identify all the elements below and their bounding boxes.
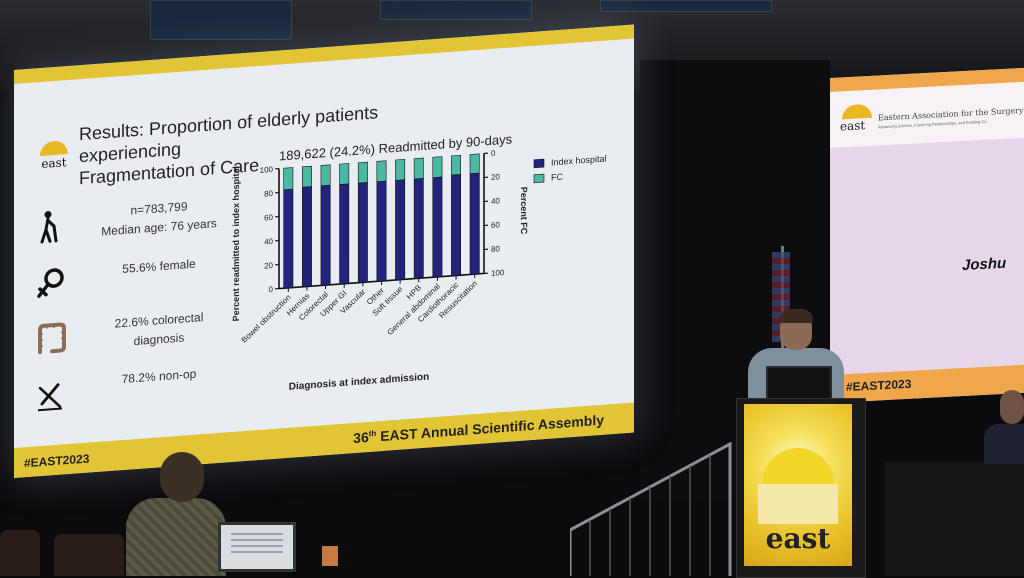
no-scalpel-icon — [34, 376, 68, 412]
right-projection-screen: east Eastern Association for the Surgery… — [830, 68, 1024, 403]
footer-hashtag: #EAST2023 — [846, 377, 911, 394]
y2-tick-label: 60 — [491, 220, 500, 230]
bar-index-hospital — [470, 173, 479, 274]
panelist-head — [1000, 390, 1024, 424]
stat-row-cohort: n=783,799 Median age: 76 years — [34, 192, 234, 257]
audience-chair — [54, 534, 124, 576]
stacked-bar-chart: 189,622 (24.2%) Readmitted by 90-days 02… — [219, 123, 629, 403]
sun-icon — [40, 140, 68, 156]
bar-index-hospital — [284, 189, 293, 288]
chart-x-axis-label: Diagnosis at index admission — [289, 372, 429, 393]
footer-hashtag: #EAST2023 — [24, 451, 89, 470]
y2-tick-label: 20 — [491, 172, 500, 182]
speaker-hair — [779, 309, 813, 323]
bar-index-hospital — [451, 174, 460, 275]
east-logo-word: east — [36, 155, 72, 172]
stat-text: n=783,799 Median age: 76 years — [84, 194, 234, 243]
y-tick-label: 0 — [269, 285, 274, 294]
x-tick-label: Bowel obstruction — [240, 293, 293, 345]
east-logo: east — [36, 140, 72, 172]
y2-tick-label: 40 — [491, 196, 500, 206]
female-symbol-icon — [34, 266, 68, 302]
elderly-person-icon — [34, 208, 68, 244]
laptop-text-line — [231, 539, 283, 541]
podium-east-logo: east — [744, 522, 852, 555]
bar-fc — [470, 154, 479, 174]
y2-tick-label: 0 — [491, 149, 496, 158]
colon-icon — [34, 320, 68, 356]
bar-fc — [395, 159, 404, 180]
bar-fc — [377, 161, 386, 182]
laptop — [218, 522, 296, 572]
bar-index-hospital — [358, 182, 367, 282]
legend-label-fc: FC — [551, 172, 563, 183]
podium-sign-glow — [758, 484, 838, 524]
stat-row-colorectal: 22.6% colorectal diagnosis — [34, 304, 234, 369]
ceiling-light-panel — [600, 0, 772, 12]
assembly-number: 36 — [353, 429, 369, 446]
audience-member-head — [160, 452, 204, 502]
y2-tick-label: 100 — [491, 268, 505, 278]
y-tick-label: 40 — [264, 237, 273, 247]
bar-fc — [284, 168, 293, 190]
stat-row-female: 55.6% female — [34, 250, 234, 315]
stat-text: 78.2% non-op — [84, 362, 234, 392]
audience-chair — [0, 530, 40, 576]
laptop-text-line — [231, 545, 283, 547]
stat-text: 55.6% female — [84, 252, 234, 282]
panel-table — [885, 462, 1024, 576]
bar-fc — [414, 158, 423, 179]
bar-index-hospital — [302, 187, 311, 287]
stat-row-nonop: 78.2% non-op — [34, 360, 234, 425]
bar-fc — [321, 165, 330, 186]
bar-index-hospital — [433, 177, 442, 277]
stat-text: 22.6% colorectal diagnosis — [84, 306, 234, 355]
bar-fc — [302, 166, 311, 187]
y2-tick-label: 80 — [491, 244, 500, 254]
bar-index-hospital — [395, 180, 404, 280]
bar-index-hospital — [340, 184, 349, 284]
east-logo-word: east — [840, 118, 865, 133]
bar-fc — [340, 163, 349, 184]
speaker-name: Joshu — [962, 255, 1006, 274]
stair-railing — [570, 440, 740, 576]
laptop-text-line — [231, 551, 283, 553]
y-tick-label: 80 — [264, 189, 273, 199]
legend-label-index-hospital: Index hospital — [551, 154, 606, 168]
podium-monitor — [766, 366, 832, 400]
legend-swatch-index-hospital — [534, 159, 544, 168]
y-tick-label: 100 — [260, 165, 274, 175]
y-tick-label: 60 — [264, 213, 273, 223]
bar-index-hospital — [414, 178, 423, 278]
y-tick-label: 20 — [264, 261, 273, 271]
bar-fc — [358, 162, 367, 183]
legend-swatch-fc — [534, 174, 544, 183]
chart-legend: Index hospital FC — [534, 154, 606, 184]
chart-plot-area: 0 20 40 60 80 100 0 20 40 60 80 100 Bowel obstructio… — [240, 148, 505, 348]
bar-fc — [433, 157, 442, 178]
audience-member-body — [126, 498, 226, 576]
ceiling-light-panel — [380, 0, 532, 20]
panelist-body — [984, 424, 1024, 464]
bar-fc — [451, 155, 460, 175]
chart-y-axis-label: Percent readmitted to index hospital — [231, 166, 241, 322]
chart-y2-axis-label: Percent FC — [519, 186, 529, 235]
footer-assembly-title: 36th EAST Annual Scientific Assembly — [353, 412, 604, 446]
coffee-cup — [322, 546, 338, 566]
ceiling-light-panel — [150, 0, 292, 40]
bar-index-hospital — [377, 181, 386, 281]
laptop-text-line — [231, 533, 283, 535]
main-projection-screen: east Results: Proportion of elderly pati… — [14, 24, 634, 478]
bar-index-hospital — [321, 185, 330, 285]
